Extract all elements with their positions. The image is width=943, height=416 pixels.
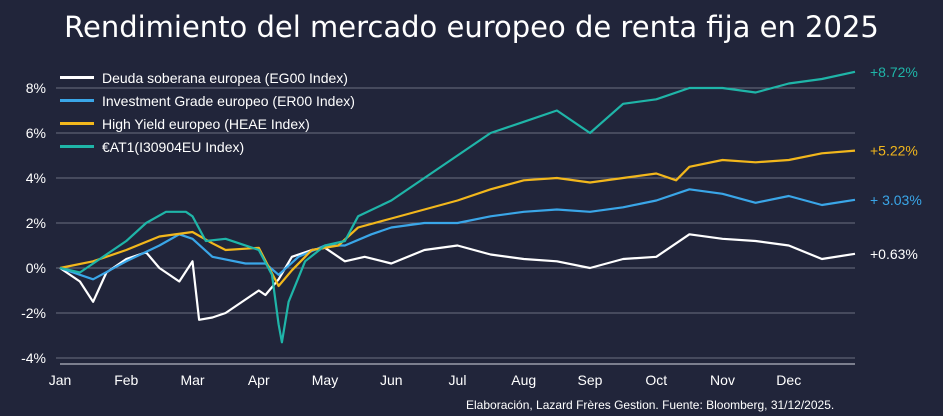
y-tick-label: -2% xyxy=(21,305,46,321)
legend-swatch xyxy=(60,145,94,148)
x-tick-label: Feb xyxy=(114,372,138,388)
legend-label: Investment Grade europeo (ER00 Index) xyxy=(102,92,355,109)
legend-label: €AT1(I30904EU Index) xyxy=(102,138,245,155)
legend-item: Deuda soberana europea (EG00 Index) xyxy=(60,66,355,89)
legend: Deuda soberana europea (EG00 Index) Inves… xyxy=(60,66,355,158)
series-line-1 xyxy=(59,188,856,281)
legend-swatch xyxy=(60,99,94,102)
x-tick-label: Jan xyxy=(49,372,72,388)
end-value-label: + 3.03% xyxy=(870,192,922,208)
end-value-label: +8.72% xyxy=(870,64,918,80)
legend-item: €AT1(I30904EU Index) xyxy=(60,135,355,158)
end-value-label: +5.22% xyxy=(870,143,918,159)
y-tick-label: -4% xyxy=(21,350,46,366)
source-footer: Elaboración, Lazard Frères Gestion. Fuen… xyxy=(466,398,835,412)
y-tick-label: 8% xyxy=(26,80,46,96)
y-tick-label: 2% xyxy=(26,215,46,231)
y-tick-label: 4% xyxy=(26,170,46,186)
x-tick-label: Aug xyxy=(511,372,536,388)
chart-title: Rendimiento del mercado europeo de renta… xyxy=(64,10,879,44)
legend-swatch xyxy=(60,76,94,79)
legend-item: High Yield europeo (HEAE Index) xyxy=(60,112,355,135)
y-tick-label: 6% xyxy=(26,125,46,141)
legend-swatch xyxy=(60,122,94,125)
x-tick-label: Nov xyxy=(710,372,735,388)
series-line-3 xyxy=(59,70,856,344)
end-value-label: +0.63% xyxy=(870,246,918,262)
x-tick-label: May xyxy=(312,372,338,388)
x-tick-label: Oct xyxy=(645,372,667,388)
y-tick-label: 0% xyxy=(26,260,46,276)
x-tick-label: Dec xyxy=(776,372,801,388)
x-tick-label: Jun xyxy=(380,372,403,388)
legend-label: High Yield europeo (HEAE Index) xyxy=(102,115,310,132)
series-line-2 xyxy=(59,149,856,288)
x-tick-label: Jul xyxy=(449,372,467,388)
legend-label: Deuda soberana europea (EG00 Index) xyxy=(102,69,348,86)
x-tick-label: Sep xyxy=(578,372,603,388)
legend-item: Investment Grade europeo (ER00 Index) xyxy=(60,89,355,112)
x-tick-label: Mar xyxy=(180,372,204,388)
x-tick-label: Apr xyxy=(248,372,270,388)
series-line-0 xyxy=(59,233,856,321)
